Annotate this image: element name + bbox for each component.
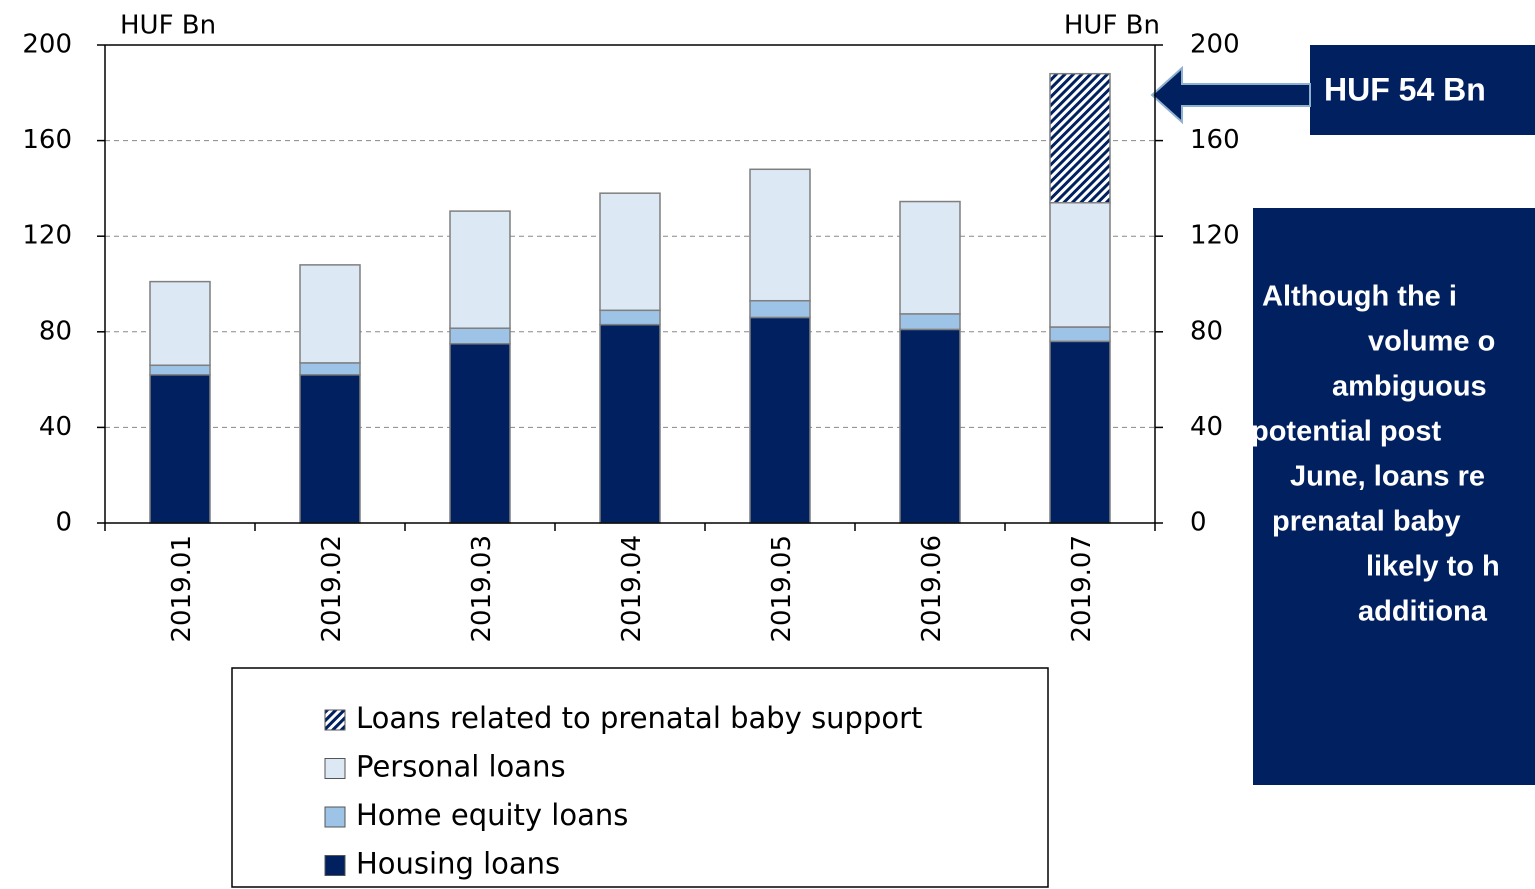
- legend-label: Housing loans: [356, 847, 560, 881]
- y-tick-label: 160: [22, 125, 72, 155]
- callout-text-line: volume o: [1368, 326, 1495, 358]
- bar-segment: [449, 327, 511, 345]
- legend-swatch: [324, 758, 346, 779]
- y2-tick-label: 0: [1190, 508, 1207, 538]
- x-tick-label: 2019.01: [167, 535, 197, 643]
- y-tick-label: 200: [22, 30, 72, 60]
- y-tick-label: 40: [39, 412, 72, 442]
- bar-segment: [449, 343, 511, 524]
- y-unit-right: HUF Bn: [1064, 11, 1160, 41]
- legend-label: Home equity loans: [356, 798, 628, 832]
- bar-segment: [449, 210, 511, 329]
- legend-swatch: [324, 855, 346, 876]
- x-tick-label: 2019.04: [617, 535, 647, 643]
- y2-tick-label: 40: [1190, 412, 1223, 442]
- x-tick-label: 2019.02: [317, 535, 347, 643]
- y2-tick-label: 160: [1190, 125, 1240, 155]
- y2-tick-label: 120: [1190, 221, 1240, 251]
- bar-segment: [149, 364, 211, 376]
- bar-segment: [899, 200, 961, 315]
- bar-segment: [1049, 72, 1111, 204]
- legend-box: [231, 667, 1049, 888]
- callout-text-line: potential post: [1251, 416, 1441, 448]
- bar-segment: [599, 309, 661, 326]
- y2-tick-label: 80: [1190, 316, 1223, 346]
- bar-segment: [599, 192, 661, 312]
- callout-text-line: ambiguous: [1332, 371, 1487, 403]
- x-tick-label: 2019.06: [917, 535, 947, 643]
- callout-text-line: Although the i: [1262, 281, 1457, 313]
- bar-segment: [1049, 340, 1111, 524]
- y-tick-label: 120: [22, 221, 72, 251]
- bar-segment: [749, 299, 811, 319]
- y-unit-left: HUF Bn: [120, 11, 216, 41]
- legend-swatch: [324, 806, 346, 828]
- bar-segment: [1049, 326, 1111, 343]
- bar-segment: [749, 168, 811, 302]
- legend-label: Personal loans: [356, 750, 566, 784]
- bar-segment: [749, 316, 811, 524]
- y2-tick-label: 200: [1190, 30, 1240, 60]
- callout-text-line: prenatal baby: [1272, 506, 1461, 538]
- y-tick-label: 80: [39, 316, 72, 346]
- legend-swatch: [324, 709, 346, 731]
- bar-segment: [899, 313, 961, 331]
- x-tick-label: 2019.05: [767, 535, 797, 643]
- x-tick-label: 2019.03: [467, 535, 497, 643]
- bar-segment: [299, 362, 361, 376]
- callout-text-line: additiona: [1358, 596, 1488, 628]
- callout-label-box: [1310, 45, 1535, 135]
- callout-arrow: [1150, 65, 1311, 125]
- bar-segment: [1049, 201, 1111, 328]
- bar-segment: [299, 264, 361, 364]
- callout-text-line: likely to h: [1366, 551, 1500, 583]
- callout-text: Although the i volume o ambiguous potential…: [1251, 281, 1500, 628]
- y-tick-label: 0: [55, 508, 72, 538]
- bar-segment: [599, 323, 661, 524]
- legend-label: Loans related to prenatal baby support: [356, 701, 922, 735]
- callout-text-box: [1253, 208, 1535, 785]
- bar-segment: [149, 374, 211, 524]
- bar-segment: [299, 374, 361, 524]
- callout-label: HUF 54 Bn: [1324, 71, 1486, 107]
- bar-segment: [899, 328, 961, 524]
- bar-segment: [149, 280, 211, 367]
- callout-text-line: June, loans re: [1290, 461, 1485, 493]
- x-tick-label: 2019.07: [1067, 535, 1097, 643]
